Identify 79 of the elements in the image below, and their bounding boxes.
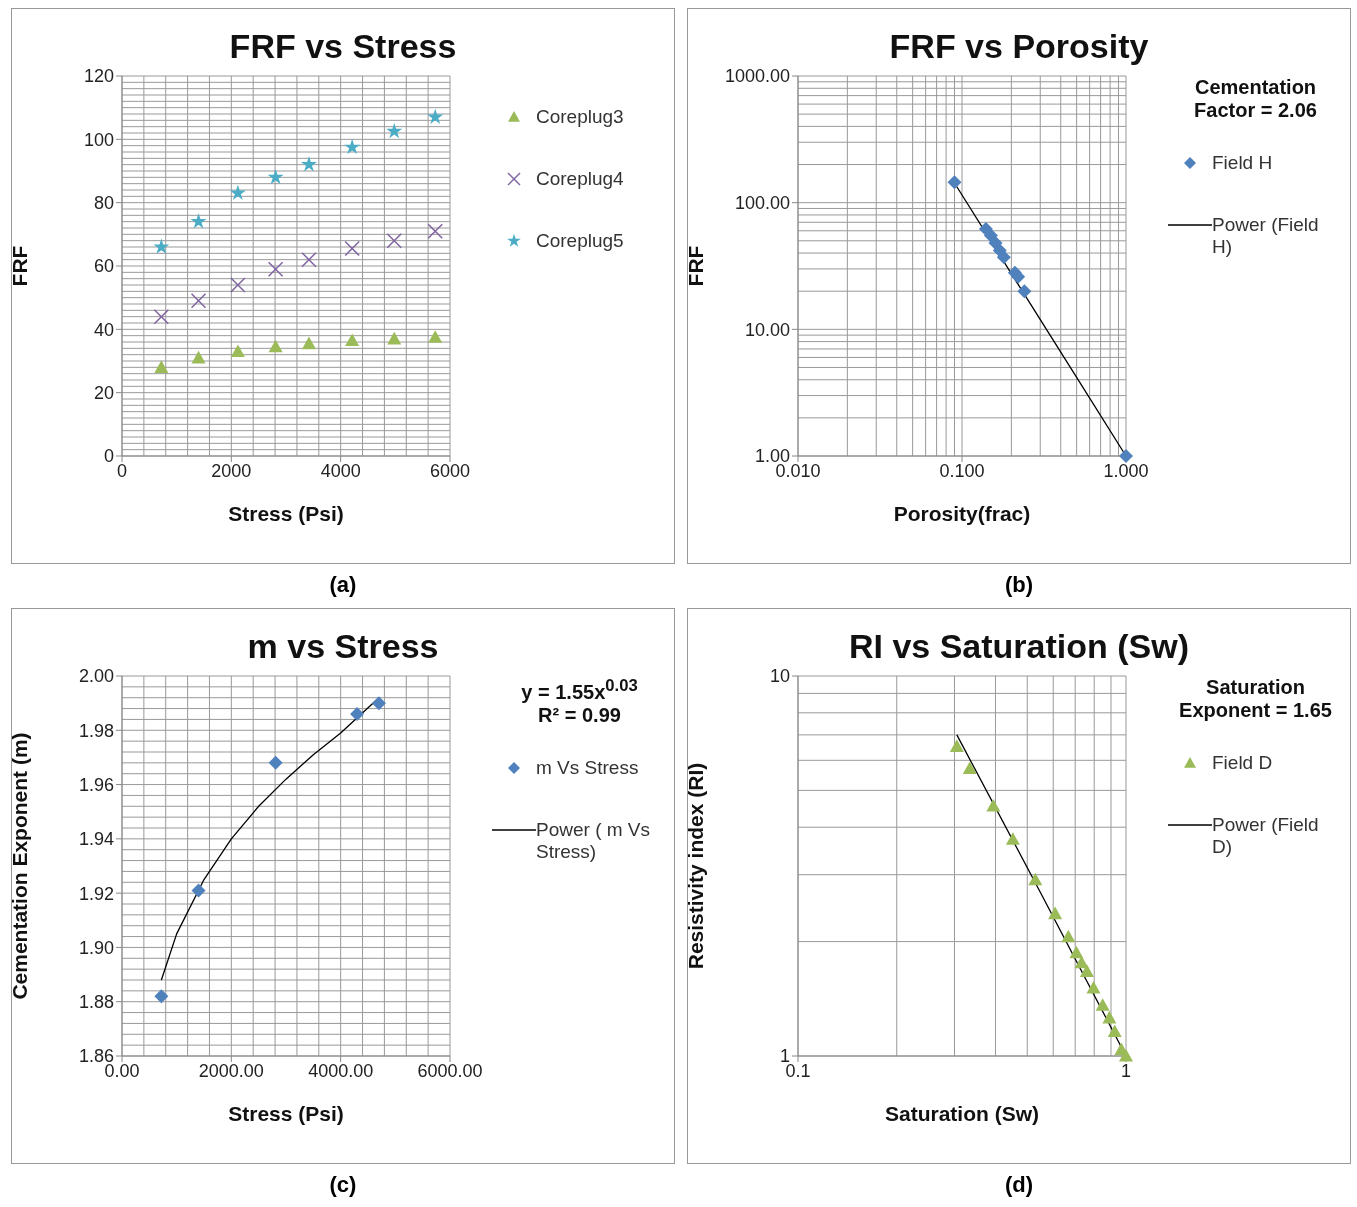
point <box>428 330 443 343</box>
chart-title: m vs Stress <box>246 627 440 666</box>
x-tick-label: 6000 <box>429 460 471 481</box>
legend-label: Power ( m Vs Stress) <box>536 818 652 863</box>
point <box>345 333 360 347</box>
x-axis-title: Saturation (Sw) <box>884 1102 1040 1125</box>
legend-label: Power (Field D) <box>1212 814 1320 858</box>
x-axis-title: Porosity(frac) <box>893 502 1031 525</box>
y-tick-label: 100 <box>83 129 114 150</box>
y-axis-title: Cementation Exponent (m) <box>8 732 32 1000</box>
x-axis-title: Stress (Psi) <box>228 502 344 525</box>
x-tick-label: 4000.00 <box>308 1060 374 1081</box>
legend-label: m Vs Stress <box>536 756 640 779</box>
legend-label: Coreplug3 <box>536 106 625 128</box>
y-tick-label: 120 <box>83 66 114 87</box>
point <box>387 331 402 345</box>
y-tick-label: 40 <box>93 319 114 340</box>
point <box>229 184 246 200</box>
y-tick-label: 1.94 <box>78 829 114 850</box>
text: (a) <box>329 572 357 598</box>
legend-label: Field D <box>1212 752 1274 774</box>
y-tick-label: 0 <box>103 446 114 467</box>
text: (d) <box>1004 1172 1034 1198</box>
point <box>190 213 207 229</box>
legend-label: Coreplug5 <box>536 230 625 252</box>
y-tick-label: 1.92 <box>78 883 114 904</box>
point <box>191 350 206 364</box>
legend-label: Coreplug4 <box>536 168 625 190</box>
y-tick-label: 2.00 <box>78 666 114 687</box>
x-tick-label: 1 <box>1120 1060 1132 1081</box>
x-tick-label: 2000.00 <box>198 1060 264 1081</box>
chart-title: RI vs Saturation (Sw) <box>847 627 1191 666</box>
point <box>267 168 284 185</box>
point <box>191 883 206 898</box>
point <box>153 238 170 254</box>
point <box>301 336 316 350</box>
y-tick-label: 1000.00 <box>724 66 790 87</box>
x-tick-label: 6000.00 <box>417 1060 483 1081</box>
y-tick-label: 10 <box>769 666 790 687</box>
point <box>371 696 386 711</box>
point <box>427 108 444 124</box>
point <box>268 339 283 353</box>
legend-label: Field H <box>1212 152 1274 174</box>
point <box>344 138 361 155</box>
text: y = 1.55x$^{0.03}$ <box>520 676 639 704</box>
x-tick-label: 4000 <box>320 460 361 481</box>
point <box>154 360 169 373</box>
y-axis-title: FRF <box>684 245 708 287</box>
y-tick-label: 10.00 <box>744 319 790 340</box>
y-tick-label: 60 <box>93 256 114 277</box>
x-tick-label: 0 <box>116 460 128 481</box>
y-tick-label: 100.00 <box>734 193 790 214</box>
text: (b) <box>1004 572 1034 598</box>
text: Cementation Factor = 2.06 <box>1193 76 1318 122</box>
y-tick-label: 1.96 <box>78 774 114 795</box>
y-axis-title: FRF <box>8 245 32 287</box>
point <box>1017 284 1032 299</box>
chart-title: FRF vs Porosity <box>888 27 1150 66</box>
text: R² = 0.99 <box>537 703 622 727</box>
chart-title: FRF vs Stress <box>228 27 458 66</box>
y-axis-title: Resistivity index (RI) <box>684 762 708 970</box>
x-axis-title: Stress (Psi) <box>228 1102 344 1125</box>
y-tick-label: 1.88 <box>78 992 114 1013</box>
y-tick-label: 1.98 <box>78 720 114 741</box>
point <box>268 755 283 770</box>
point <box>350 707 365 721</box>
text: (c) <box>329 1172 357 1198</box>
legend-label: Power (Field H) <box>1212 214 1320 258</box>
y-tick-label: 1.90 <box>78 937 114 958</box>
point <box>230 344 245 358</box>
y-tick-label: 20 <box>93 383 114 404</box>
point <box>300 156 317 172</box>
x-tick-label: 2000 <box>211 460 252 481</box>
point <box>154 989 169 1004</box>
y-tick-label: 80 <box>93 193 114 214</box>
x-tick-label: 1.000 <box>1103 460 1149 481</box>
text: Saturation Exponent = 1.65 <box>1178 676 1333 722</box>
x-tick-label: 0.100 <box>939 460 985 481</box>
point <box>386 123 403 139</box>
